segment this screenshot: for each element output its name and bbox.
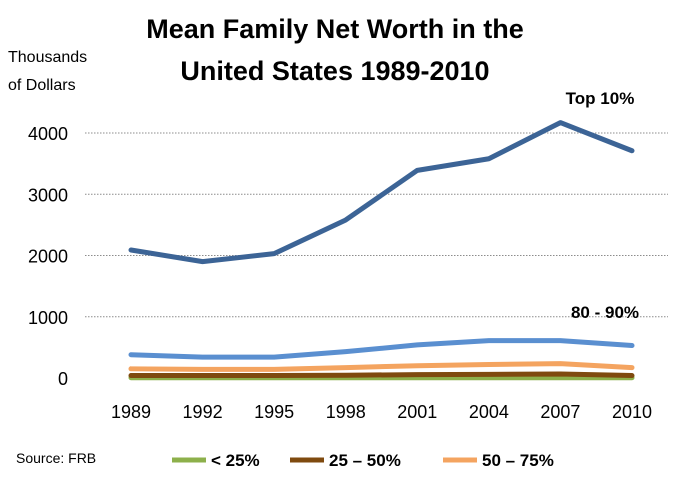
- legend-label-lt-25: < 25%: [211, 451, 260, 470]
- data-point-top-10-2001: [415, 168, 420, 173]
- chart-title-line-2: United States 1989-2010: [180, 56, 489, 86]
- data-point-25-50-2001: [415, 372, 420, 377]
- y-tick-label-3000: 3000: [28, 185, 68, 205]
- series-label-80-90: 80 - 90%: [571, 303, 639, 322]
- data-point-25-50-1989: [129, 373, 134, 378]
- series-label-top-10: Top 10%: [566, 89, 635, 108]
- data-point-80-90-2007: [558, 338, 563, 343]
- source-note: Source: FRB: [16, 450, 96, 466]
- series-line-top-10: [128, 120, 635, 265]
- x-tick-label-1998: 1998: [326, 402, 366, 422]
- data-point-25-50-2010: [630, 373, 635, 378]
- x-tick-label-2010: 2010: [612, 402, 652, 422]
- y-axis-label-line-2: of Dollars: [8, 77, 76, 94]
- y-tick-labels: 0 1000 2000 3000 4000: [28, 124, 68, 389]
- x-tick-labels: 1989 1992 1995 1998 2001 2004 2007 2010: [111, 402, 652, 422]
- data-point-50-75-1998: [343, 365, 348, 370]
- data-point-80-90-1992: [200, 355, 205, 360]
- legend-label-25-50: 25 – 50%: [329, 451, 401, 470]
- data-point-25-50-2007: [558, 372, 563, 377]
- y-tick-label-1000: 1000: [28, 308, 68, 328]
- data-point-25-50-1998: [343, 373, 348, 378]
- gridlines: [85, 132, 668, 318]
- data-point-50-75-2004: [486, 362, 491, 367]
- y-tick-label-0: 0: [58, 369, 68, 389]
- series-line-25-50: [128, 371, 635, 379]
- data-point-top-10-1998: [343, 217, 348, 222]
- data-point-25-50-2004: [486, 372, 491, 377]
- data-point-80-90-2004: [486, 338, 491, 343]
- x-tick-label-1995: 1995: [254, 402, 294, 422]
- data-point-50-75-2001: [415, 363, 420, 368]
- data-point-80-90-1998: [343, 349, 348, 354]
- data-point-50-75-1995: [272, 367, 277, 372]
- data-point-50-75-1989: [129, 366, 134, 371]
- series-lines: [128, 120, 635, 381]
- x-tick-label-1992: 1992: [183, 402, 223, 422]
- x-tick-label-2004: 2004: [469, 402, 509, 422]
- data-point-80-90-2010: [630, 343, 635, 348]
- chart-title-line-1: Mean Family Net Worth in the: [146, 14, 524, 44]
- series-line-50-75: [128, 361, 635, 372]
- data-point-50-75-2010: [630, 365, 635, 370]
- data-point-50-75-1992: [200, 367, 205, 372]
- legend: < 25% 25 – 50% 50 – 75%: [172, 451, 554, 470]
- series-line-80-90: [128, 338, 635, 360]
- y-tick-label-2000: 2000: [28, 247, 68, 267]
- x-tick-label-2007: 2007: [540, 402, 580, 422]
- data-point-top-10-1989: [129, 247, 134, 252]
- data-point-top-10-2004: [486, 156, 491, 161]
- x-tick-label-2001: 2001: [397, 402, 437, 422]
- data-point-top-10-2007: [558, 120, 563, 125]
- data-point-top-10-1995: [272, 251, 277, 256]
- legend-label-50-75: 50 – 75%: [482, 451, 554, 470]
- data-point-25-50-1995: [272, 373, 277, 378]
- data-point-80-90-1995: [272, 355, 277, 360]
- data-point-50-75-2007: [558, 361, 563, 366]
- y-tick-label-4000: 4000: [28, 124, 68, 144]
- data-point-80-90-2001: [415, 342, 420, 347]
- data-point-top-10-1992: [200, 259, 205, 264]
- data-point-80-90-1989: [129, 352, 134, 357]
- data-point-25-50-1992: [200, 373, 205, 378]
- y-axis-label-line-1: Thousands: [8, 49, 87, 66]
- data-point-top-10-2010: [630, 148, 635, 153]
- x-tick-label-1989: 1989: [111, 402, 151, 422]
